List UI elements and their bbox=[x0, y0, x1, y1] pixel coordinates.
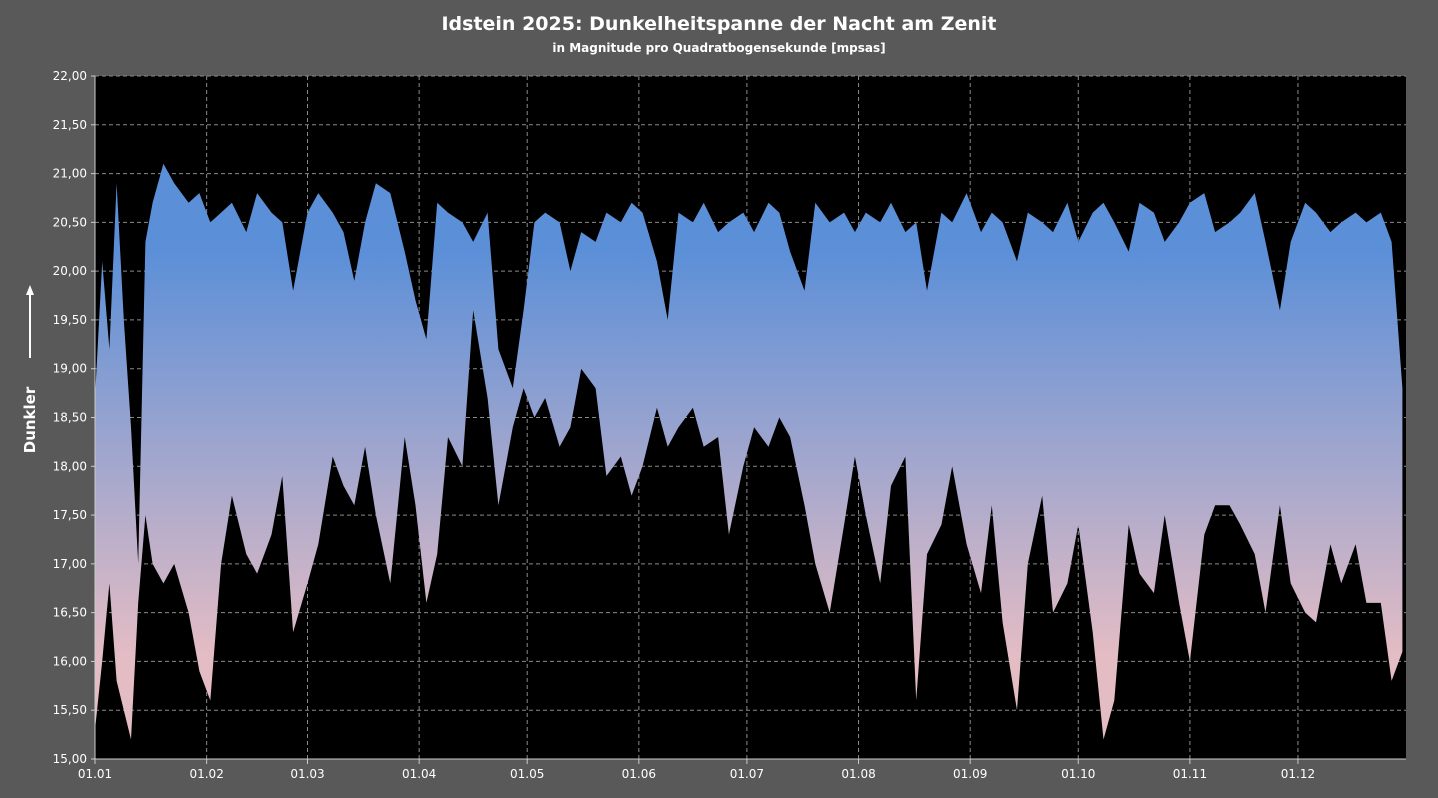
x-tick-label: 01.08 bbox=[841, 767, 875, 781]
x-tick-label: 01.02 bbox=[189, 767, 223, 781]
y-tick-label: 16,50 bbox=[53, 606, 87, 620]
y-tick-label: 18,00 bbox=[53, 459, 87, 473]
x-tick-label: 01.05 bbox=[510, 767, 544, 781]
chart-title: Idstein 2025: Dunkelheitspanne der Nacht… bbox=[441, 13, 996, 35]
y-tick-labels: 15,00 15,50 16,00 16,50 17,00 17,50 18,00 18,50… bbox=[53, 69, 87, 766]
y-tick-label: 20,00 bbox=[53, 264, 87, 278]
y-tick-label: 22,00 bbox=[53, 69, 87, 83]
x-tick-label: 01.09 bbox=[953, 767, 987, 781]
y-tick-label: 15,50 bbox=[53, 703, 87, 717]
x-tick-labels: 01.01 01.02 01.03 01.04 01.05 01.06 01.07 01.08… bbox=[78, 767, 1315, 781]
y-tick-label: 19,00 bbox=[53, 362, 87, 376]
x-tick-label: 01.10 bbox=[1061, 767, 1095, 781]
y-tick-label: 21,00 bbox=[53, 167, 87, 181]
y-tick-label: 17,00 bbox=[53, 557, 87, 571]
x-tick-label: 01.03 bbox=[290, 767, 324, 781]
x-tick-label: 01.07 bbox=[730, 767, 764, 781]
y-tick-label: 16,00 bbox=[53, 654, 87, 668]
y-tick-label: 18,50 bbox=[53, 411, 87, 425]
x-tick-label: 01.06 bbox=[622, 767, 656, 781]
x-tick-label: 01.04 bbox=[402, 767, 436, 781]
axes bbox=[94, 76, 1406, 760]
arrow-up-icon bbox=[26, 285, 34, 358]
y-tick-label: 21,50 bbox=[53, 118, 87, 132]
y-tick-label: 17,50 bbox=[53, 508, 87, 522]
x-tick-label: 01.01 bbox=[78, 767, 112, 781]
range-area bbox=[95, 163, 1403, 740]
chart-subtitle: in Magnitude pro Quadratbogensekunde [mp… bbox=[552, 41, 885, 55]
y-tick-label: 15,00 bbox=[53, 752, 87, 766]
y-tick-label: 20,50 bbox=[53, 215, 87, 229]
y-tick-label: 19,50 bbox=[53, 313, 87, 327]
x-tick-label: 01.11 bbox=[1173, 767, 1207, 781]
y-axis-label: Dunkler bbox=[21, 386, 39, 453]
x-tick-label: 01.12 bbox=[1281, 767, 1315, 781]
range-band bbox=[95, 163, 1403, 740]
